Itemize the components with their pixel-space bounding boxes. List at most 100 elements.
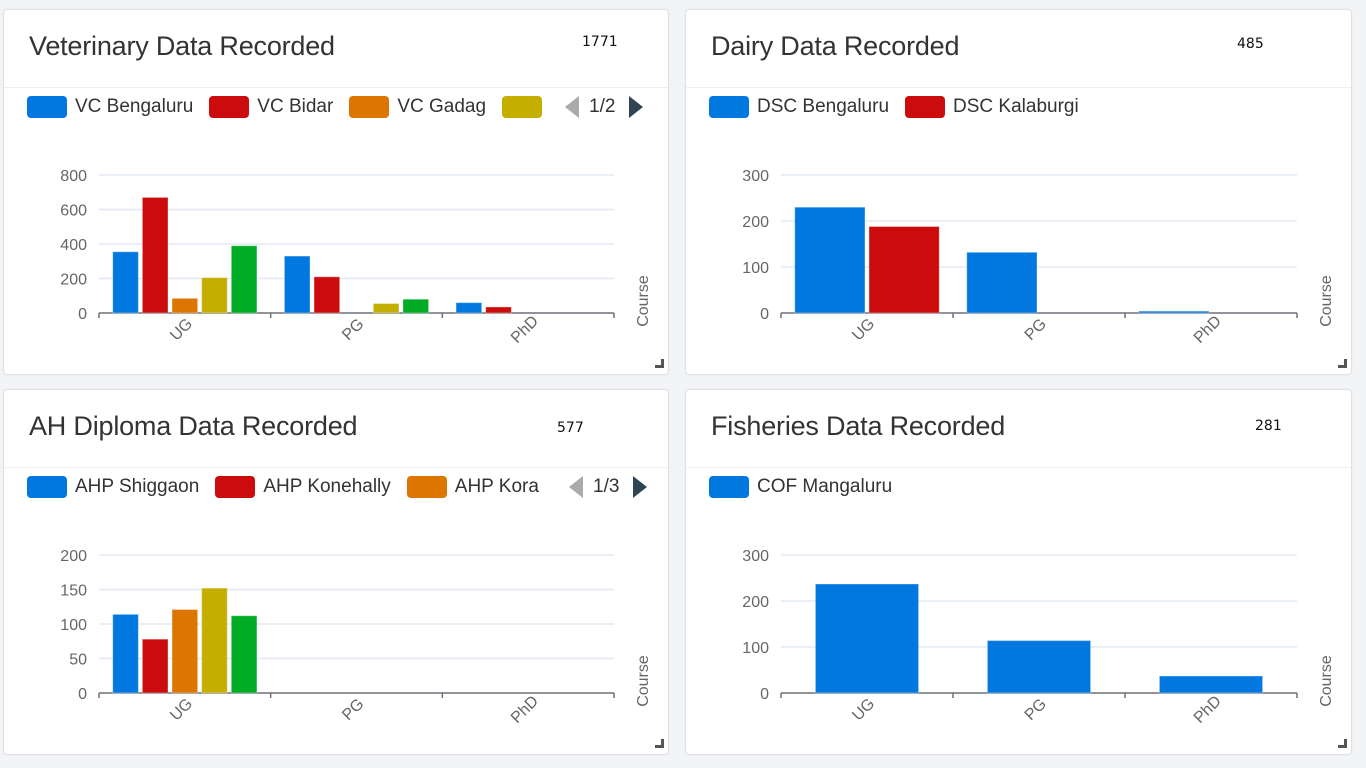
bar-dsc-bengaluru-phd[interactable] xyxy=(1138,310,1210,314)
y-tick-label: 0 xyxy=(760,306,769,323)
dairy-panel: Dairy Data Recorded 485 DSC Bengaluru DS… xyxy=(685,9,1352,375)
legend-item-ahp-shiggaon[interactable]: AHP Shiggaon xyxy=(27,476,199,498)
legend-pager: 1/3 xyxy=(569,476,648,498)
y-tick-label: 800 xyxy=(60,168,87,185)
panel-title: Veterinary Data Recorded xyxy=(29,31,335,61)
y-tick-label: 100 xyxy=(742,640,769,657)
legend-swatch xyxy=(709,476,749,498)
bar-vc-bidar-ug[interactable] xyxy=(141,196,169,314)
y-tick-label: 0 xyxy=(760,686,769,703)
legend-prev-page-icon[interactable] xyxy=(569,476,583,498)
x-axis-title: Course xyxy=(1318,655,1335,707)
bar-vc-bengaluru-phd[interactable] xyxy=(455,302,483,314)
record-count: 1771 xyxy=(582,34,618,50)
legend-item-vc-bidar[interactable]: VC Bidar xyxy=(209,96,333,118)
header-divider xyxy=(686,87,1351,88)
chart-legend: AHP Shiggaon AHP Konehally AHP Kora xyxy=(27,476,555,498)
legend-label: AHP Shiggaon xyxy=(75,476,200,497)
header-divider xyxy=(4,87,668,88)
y-tick-label: 0 xyxy=(78,686,87,703)
ah-diploma-bar-chart: 0 50 100 150 200 UG PG PhD Course xyxy=(60,548,652,727)
y-tick-label: 300 xyxy=(742,548,769,565)
legend-label: VC Gadag xyxy=(397,96,487,117)
bar-cof-mangaluru-phd[interactable] xyxy=(1158,675,1264,694)
resize-handle-icon[interactable] xyxy=(1338,359,1347,368)
bar-cof-mangaluru-pg[interactable] xyxy=(986,640,1092,694)
y-tick-label: 200 xyxy=(60,548,87,565)
resize-handle-icon[interactable] xyxy=(655,359,664,368)
bar-vc-gadag-ug[interactable] xyxy=(171,297,199,314)
chart-legend: DSC Bengaluru DSC Kalaburgi xyxy=(709,96,1095,118)
bar-dsc-bengaluru-ug[interactable] xyxy=(794,206,866,314)
x-category-label: UG xyxy=(167,695,196,724)
ah-diploma-panel: AH Diploma Data Recorded 577 AHP Shiggao… xyxy=(3,389,669,755)
x-category-label: UG xyxy=(167,315,196,344)
legend-swatch xyxy=(905,96,946,118)
y-tick-label: 400 xyxy=(60,237,87,254)
bar-cof-mangaluru-ug[interactable] xyxy=(814,583,920,694)
bar-series-4-ug[interactable] xyxy=(201,277,228,314)
legend-item-cof-mangaluru[interactable]: COF Mangaluru xyxy=(709,476,892,498)
y-tick-label: 200 xyxy=(742,594,769,611)
legend-swatch xyxy=(709,96,749,118)
chart-legend: VC Bengaluru VC Bidar VC Gadag xyxy=(27,96,566,118)
bar-series-5-pg[interactable] xyxy=(402,298,430,314)
bar-ahp-shiggaon-ug[interactable] xyxy=(112,613,139,694)
legend-label: DSC Bengaluru xyxy=(757,96,890,117)
legend-item-vc-gadag[interactable]: VC Gadag xyxy=(349,96,486,118)
resize-handle-icon[interactable] xyxy=(1338,739,1347,748)
legend-swatch xyxy=(502,96,543,118)
legend-label: AHP Kora xyxy=(454,476,539,497)
y-tick-label: 150 xyxy=(60,583,87,600)
legend-item-dsc-kalaburgi[interactable]: DSC Kalaburgi xyxy=(905,96,1079,118)
header-divider xyxy=(4,467,668,468)
bar-vc-bidar-pg[interactable] xyxy=(313,276,341,314)
bar-series-5-ug[interactable] xyxy=(230,245,258,314)
x-category-label: PG xyxy=(339,696,367,724)
legend-pager: 1/2 xyxy=(565,96,644,118)
y-tick-label: 100 xyxy=(742,260,769,277)
y-tick-label: 50 xyxy=(69,652,87,669)
x-category-label: UG xyxy=(849,695,878,724)
legend-item-ahp-konehally[interactable]: AHP Konehally xyxy=(215,476,391,498)
bar-ahp-kora-ug[interactable] xyxy=(171,609,199,694)
bar-ahp-konehally-ug[interactable] xyxy=(141,638,169,694)
y-tick-label: 600 xyxy=(60,203,87,220)
legend-item-vc-bengaluru[interactable]: VC Bengaluru xyxy=(27,96,193,118)
x-category-label: PhD xyxy=(1191,693,1225,727)
bar-dsc-kalaburgi-ug[interactable] xyxy=(868,226,940,314)
veterinary-bar-chart: 0 200 400 600 800 UG PG PhD Course xyxy=(60,168,652,347)
legend-prev-page-icon[interactable] xyxy=(565,96,579,118)
x-category-label: PhD xyxy=(508,313,542,347)
bar-series-4-ug[interactable] xyxy=(201,587,228,694)
y-tick-label: 200 xyxy=(60,272,87,289)
bar-vc-bidar-phd[interactable] xyxy=(485,306,512,314)
x-category-label: PG xyxy=(1022,316,1050,344)
legend-swatch xyxy=(215,476,256,498)
legend-label: DSC Kalaburgi xyxy=(953,96,1079,117)
resize-handle-icon[interactable] xyxy=(655,739,664,748)
bar-vc-bengaluru-ug[interactable] xyxy=(112,251,139,314)
legend-item-dsc-bengaluru[interactable]: DSC Bengaluru xyxy=(709,96,889,118)
legend-swatch xyxy=(27,476,67,498)
bar-series-4-pg[interactable] xyxy=(372,303,400,314)
legend-next-page-icon[interactable] xyxy=(629,96,644,118)
y-tick-label: 300 xyxy=(742,168,769,185)
legend-swatch xyxy=(406,476,447,498)
x-category-label: PG xyxy=(339,316,367,344)
chart-legend: COF Mangaluru xyxy=(709,476,908,498)
y-tick-label: 100 xyxy=(60,617,87,634)
x-axis-title: Course xyxy=(635,275,652,327)
bar-dsc-bengaluru-pg[interactable] xyxy=(966,251,1038,314)
x-category-label: PhD xyxy=(508,693,542,727)
record-count: 281 xyxy=(1255,418,1282,434)
x-category-label: PhD xyxy=(1191,313,1225,347)
bar-series-5-ug[interactable] xyxy=(230,615,258,694)
legend-item-series-4[interactable] xyxy=(502,96,550,118)
legend-next-page-icon[interactable] xyxy=(633,476,648,498)
legend-label: VC Bengaluru xyxy=(75,96,194,117)
legend-item-ahp-kora[interactable]: AHP Kora xyxy=(406,476,539,498)
bar-vc-bengaluru-pg[interactable] xyxy=(283,255,311,314)
fisheries-bar-chart: 0 100 200 300 UG PG PhD Course xyxy=(742,548,1335,727)
legend-label: COF Mangaluru xyxy=(757,476,893,497)
